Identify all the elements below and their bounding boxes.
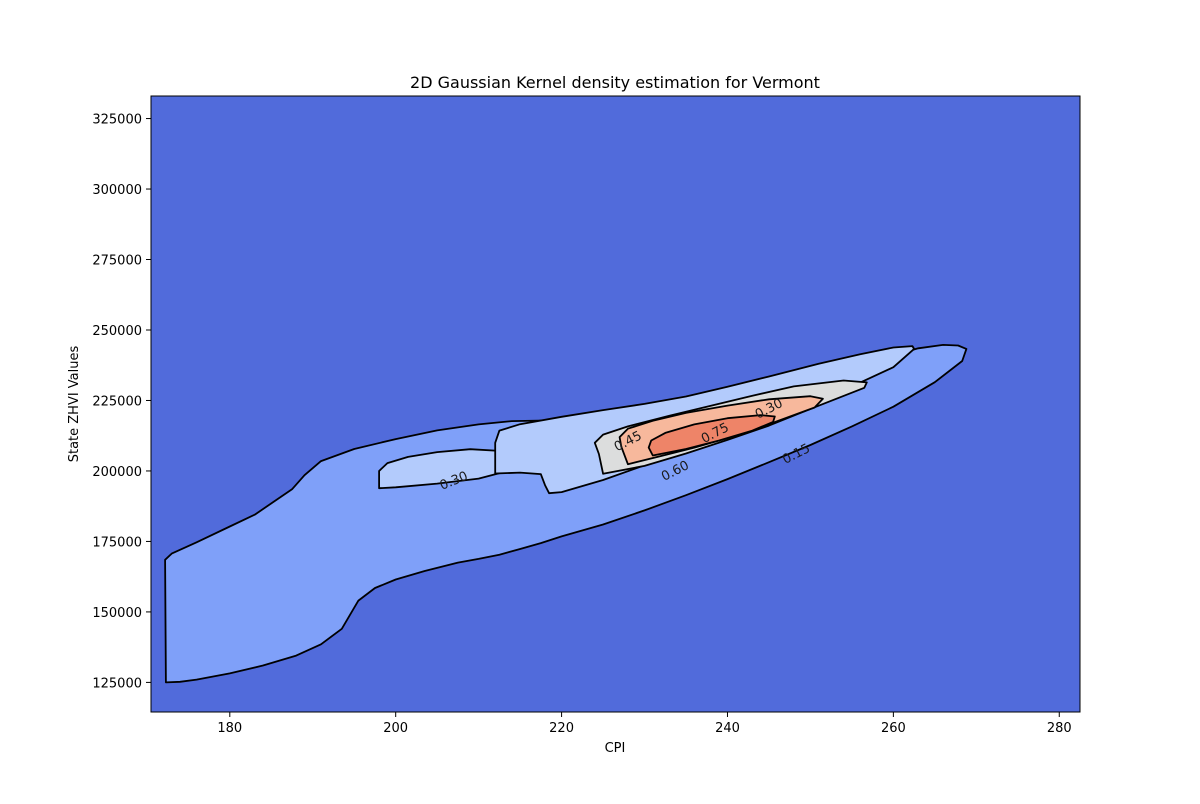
y-tick-label: 250000 <box>92 324 142 339</box>
plot-area: 0.150.300.300.450.600.75 <box>150 95 1081 713</box>
contour-0-15 <box>164 343 968 684</box>
x-tick-label: 260 <box>881 721 906 736</box>
plot-frame <box>150 95 1081 713</box>
y-tick-label: 225000 <box>92 394 142 409</box>
y-tick-label: 175000 <box>92 535 142 550</box>
y-tick-label: 275000 <box>92 254 142 269</box>
x-tick-label: 180 <box>217 721 242 736</box>
x-axis-label: CPI <box>605 741 626 756</box>
y-tick-label: 125000 <box>92 676 142 691</box>
contour-0-75 <box>647 414 776 457</box>
y-tick-label: 325000 <box>92 113 142 128</box>
x-tick-label: 220 <box>549 721 574 736</box>
y-tick-label: 300000 <box>92 183 142 198</box>
chart-title: 2D Gaussian Kernel density estimation fo… <box>410 73 820 92</box>
x-tick-label: 280 <box>1047 721 1072 736</box>
y-axis-label: State ZHVI Values <box>67 345 82 462</box>
x-tick-label: 200 <box>383 721 408 736</box>
y-tick-label: 200000 <box>92 465 142 480</box>
y-axis-ticks: 125000 150000 175000 200000 225000 250000 2750… <box>92 113 151 691</box>
x-tick-label: 240 <box>715 721 740 736</box>
y-tick-label: 150000 <box>92 606 142 621</box>
x-axis-ticks: 180 200 220 240 260 280 <box>217 712 1072 736</box>
